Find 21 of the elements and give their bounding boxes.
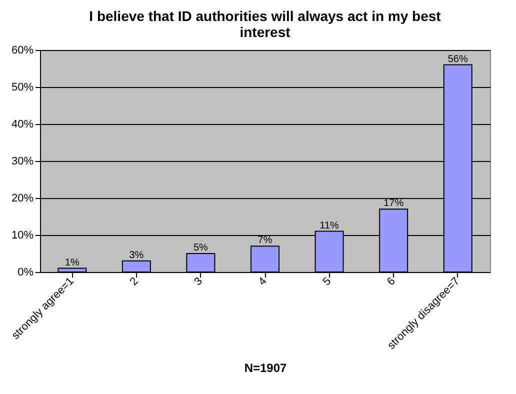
x-tick-label: 2 — [128, 275, 141, 288]
y-tick-label: 50% — [11, 82, 34, 94]
y-tick-label: 60% — [11, 44, 34, 56]
data-label: 5% — [193, 242, 208, 254]
x-tick-label: 5 — [320, 275, 334, 288]
data-label: 7% — [258, 235, 272, 246]
data-label: 56% — [448, 54, 468, 65]
chart-title: I believe that ID authorities will always act in my best interest — [89, 8, 442, 40]
y-tick-label: 10% — [11, 230, 34, 242]
y-tick-label: 0% — [18, 266, 34, 278]
y-tick-label: 20% — [11, 192, 34, 204]
x-tick-label: 6 — [385, 275, 398, 288]
x-tick-label: 4 — [256, 275, 270, 288]
data-label: 11% — [320, 220, 340, 232]
y-tick-label: 40% — [11, 118, 34, 130]
data-label: 1% — [64, 257, 80, 268]
x-axis-title: N=1907 — [244, 361, 288, 376]
y-tick-label: 30% — [11, 156, 34, 168]
x-tick-label: 3 — [192, 275, 205, 288]
data-label: 17% — [384, 198, 404, 210]
data-label: 3% — [129, 250, 144, 261]
